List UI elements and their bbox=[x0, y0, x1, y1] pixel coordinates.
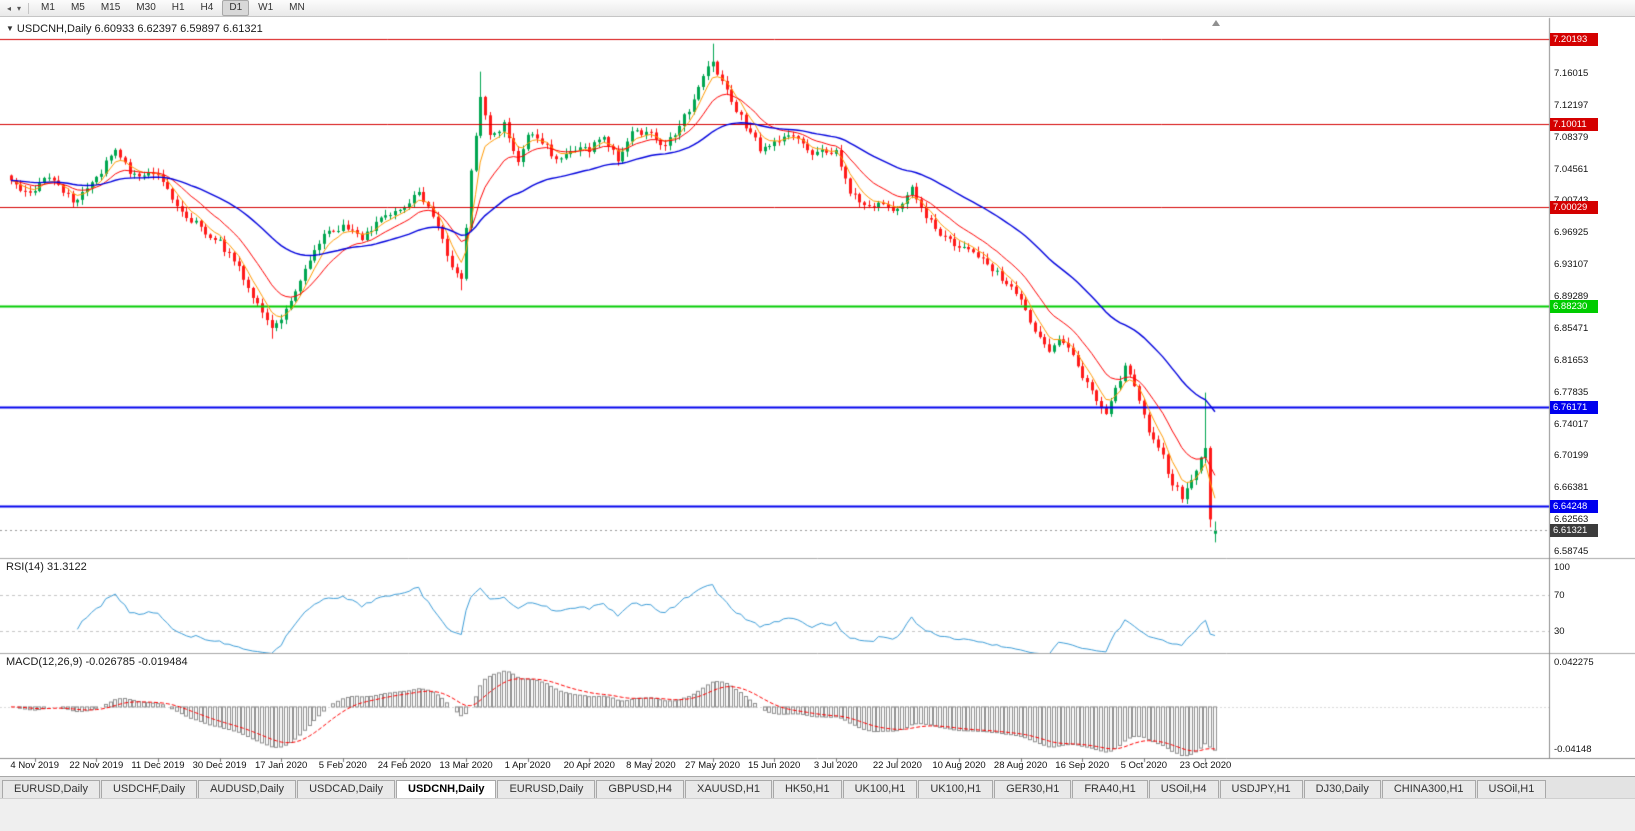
date-axis-label: 5 Feb 2020 bbox=[318, 760, 367, 771]
chart-tab-fra40-h1[interactable]: FRA40,H1 bbox=[1072, 780, 1148, 798]
timeframe-button-m15[interactable]: M15 bbox=[100, 2, 121, 13]
chart-tab-ger30-h1[interactable]: GER30,H1 bbox=[994, 780, 1072, 798]
date-axis-label: 27 May 2020 bbox=[685, 760, 740, 771]
hline-price-badge: 7.00029 bbox=[1550, 201, 1598, 215]
timeframe-button-d1[interactable]: D1 bbox=[222, 0, 250, 16]
chart-tab-hk50-h1[interactable]: HK50,H1 bbox=[772, 780, 842, 798]
hline-price-badge: 6.88230 bbox=[1550, 299, 1598, 313]
price-axis-label: 6.96925 bbox=[1554, 227, 1589, 239]
chart-tab-xauusd-h1[interactable]: XAUUSD,H1 bbox=[684, 780, 772, 798]
chart-shift-marker-icon[interactable] bbox=[1212, 20, 1220, 26]
price-axis-label: 6.66381 bbox=[1554, 482, 1589, 494]
date-axis-label: 13 Mar 2020 bbox=[439, 760, 493, 771]
price-axis-label: 7.00743 bbox=[1554, 195, 1588, 206]
timeframe-button-mn[interactable]: MN bbox=[289, 2, 305, 13]
chart-tab-usoil-h1[interactable]: USOil,H1 bbox=[1476, 780, 1547, 798]
chart-tab-bar: EURUSD,Daily USDCHF,Daily AUDUSD,Daily USDC… bbox=[0, 776, 1635, 798]
timeframe-button-h4[interactable]: H4 bbox=[200, 2, 214, 13]
date-axis-label: 28 Aug 2020 bbox=[993, 760, 1048, 771]
date-axis-label: 5 Oct 2020 bbox=[1120, 760, 1168, 771]
price-axis-label: 7.12197 bbox=[1554, 99, 1589, 111]
chart-tab-eurusd-daily[interactable]: EURUSD,Daily bbox=[497, 780, 596, 798]
price-axis-label: 6.89289 bbox=[1554, 291, 1589, 303]
price-axis-label: 6.62563 bbox=[1554, 514, 1589, 526]
toolbar-separator bbox=[28, 2, 30, 14]
price-axis-label: 6.58745 bbox=[1554, 546, 1589, 557]
price-axis-label: 6.85471 bbox=[1554, 322, 1589, 334]
date-axis-label: 17 Jan 2020 bbox=[255, 760, 308, 771]
chart-tab-usdcnh-daily[interactable]: USDCNH,Daily bbox=[396, 780, 497, 798]
timeframe-button-w1[interactable]: W1 bbox=[258, 2, 274, 13]
rsi-axis-label: 30 bbox=[1554, 626, 1565, 638]
macd-axis-label: -0.04148 bbox=[1554, 744, 1592, 755]
hline-price-badge: 7.10011 bbox=[1550, 118, 1598, 132]
timeframe-button-m1[interactable]: M1 bbox=[41, 2, 55, 13]
date-axis-label: 23 Oct 2020 bbox=[1179, 760, 1232, 771]
rsi-axis-label: 100 bbox=[1554, 562, 1570, 573]
current-price-badge: 6.61321 bbox=[1550, 524, 1598, 538]
date-axis-label: 8 May 2020 bbox=[626, 760, 676, 771]
chart-tab-usdcad-daily[interactable]: USDCAD,Daily bbox=[297, 780, 396, 798]
date-axis-label: 1 Apr 2020 bbox=[504, 760, 551, 771]
chart-tab-gbpusd-h4[interactable]: GBPUSD,H4 bbox=[596, 780, 684, 798]
date-axis-label: 3 Jul 2020 bbox=[813, 760, 858, 771]
timeframe-toolbar: ◂ ▾ M1 M5 M15 M30 H1 H4 D1 W1 MN bbox=[0, 0, 1635, 17]
date-axis-label: 30 Dec 2019 bbox=[192, 760, 247, 771]
price-axis-label: 7.04561 bbox=[1554, 163, 1589, 175]
collapse-chart-icon[interactable]: ▼ bbox=[6, 24, 14, 33]
hline-price-badge: 6.64248 bbox=[1550, 500, 1598, 514]
date-axis-label: 22 Nov 2019 bbox=[69, 760, 124, 771]
chart-tab-eurusd-daily[interactable]: EURUSD,Daily bbox=[2, 780, 100, 798]
chart-tab-usoil-h4[interactable]: USOil,H4 bbox=[1148, 780, 1219, 798]
price-axis-label: 6.74017 bbox=[1554, 418, 1589, 430]
chart-scroll-icon[interactable]: ◂ bbox=[7, 3, 12, 13]
chart-title: ▼ USDCNH,Daily 6.60933 6.62397 6.59897 6.… bbox=[6, 23, 263, 35]
chart-title-text: USDCNH,Daily 6.60933 6.62397 6.59897 6.6… bbox=[16, 23, 263, 35]
price-axis-label: 6.93107 bbox=[1554, 259, 1589, 271]
date-axis-label: 11 Dec 2019 bbox=[131, 760, 185, 771]
date-axis-label: 24 Feb 2020 bbox=[377, 760, 432, 771]
chart-tab-uk100-h1[interactable]: UK100,H1 bbox=[918, 780, 994, 798]
macd-indicator-label: MACD(12,26,9) -0.026785 -0.019484 bbox=[6, 656, 188, 668]
date-axis-label: 20 Apr 2020 bbox=[563, 760, 615, 771]
date-axis-label: 4 Nov 2019 bbox=[10, 760, 59, 771]
status-bar bbox=[0, 798, 1635, 831]
rsi-indicator-label: RSI(14) 31.3122 bbox=[6, 561, 87, 573]
price-axis-label: 6.70199 bbox=[1554, 450, 1589, 462]
price-axis-label: 6.81653 bbox=[1554, 354, 1589, 366]
date-axis-label: 16 Sep 2020 bbox=[1055, 760, 1110, 771]
macd-axis-label: 0.042275 bbox=[1554, 657, 1594, 668]
chart-tab-uk100-h1[interactable]: UK100,H1 bbox=[842, 780, 918, 798]
hline-price-badge: 7.20193 bbox=[1550, 33, 1598, 47]
timeframe-button-m5[interactable]: M5 bbox=[70, 2, 85, 13]
chart-tab-china300-h1[interactable]: CHINA300,H1 bbox=[1381, 780, 1476, 798]
timeframe-button-m30[interactable]: M30 bbox=[136, 2, 156, 13]
toolbar-dropdown-icon[interactable]: ▾ bbox=[17, 3, 22, 13]
price-axis-label: 7.08379 bbox=[1554, 131, 1589, 143]
chart-tab-usdchf-daily[interactable]: USDCHF,Daily bbox=[100, 780, 198, 798]
chart-tab-audusd-daily[interactable]: AUDUSD,Daily bbox=[198, 780, 297, 798]
rsi-axis-label: 70 bbox=[1554, 589, 1565, 601]
timeframe-button-h1[interactable]: H1 bbox=[171, 2, 185, 13]
hline-price-badge: 6.76171 bbox=[1550, 400, 1598, 414]
date-axis-label: 10 Aug 2020 bbox=[932, 760, 986, 771]
chart-tab-usdjpy-h1[interactable]: USDJPY,H1 bbox=[1219, 780, 1303, 798]
price-axis-label: 6.77835 bbox=[1554, 386, 1589, 398]
date-axis-label: 15 Jun 2020 bbox=[747, 760, 801, 771]
price-axis-label: 7.16015 bbox=[1554, 68, 1589, 79]
date-axis-label: 22 Jul 2020 bbox=[872, 760, 922, 771]
chart-tab-dj30-daily[interactable]: DJ30,Daily bbox=[1303, 780, 1381, 798]
